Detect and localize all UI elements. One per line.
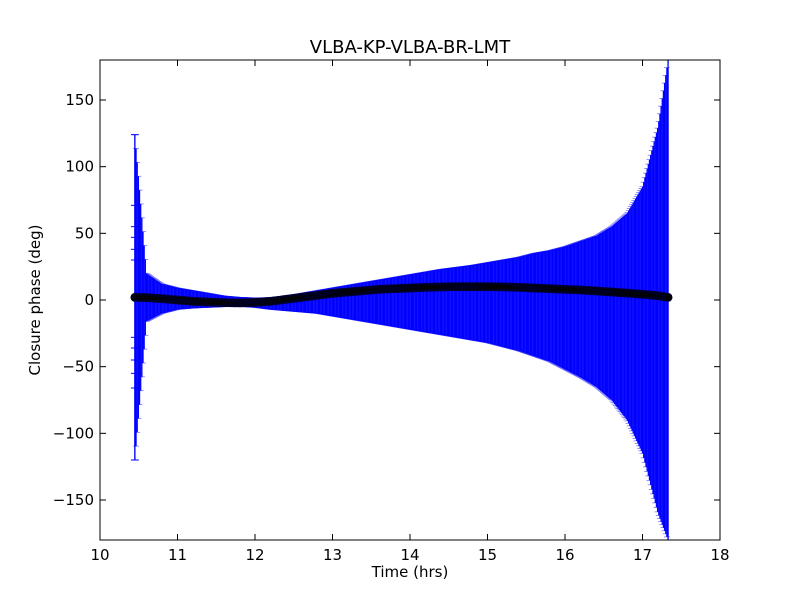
x-tick-label: 18: [710, 546, 729, 564]
y-axis-label: Closure phase (deg): [26, 225, 44, 376]
y-tick-label: −150: [53, 491, 94, 509]
y-tick-label: 0: [84, 291, 94, 309]
x-axis-label: Time (hrs): [371, 563, 449, 581]
x-tick-label: 17: [633, 546, 652, 564]
x-tick-label: 15: [478, 546, 497, 564]
y-tick-label: 50: [75, 224, 94, 242]
y-tick-label: −50: [62, 358, 94, 376]
y-axis-ticks: 150 100 50 0 −50 −100 −150: [53, 91, 720, 509]
y-tick-label: 100: [65, 158, 94, 176]
x-tick-label: 11: [168, 546, 187, 564]
x-axis-ticks: 10 11 12 13 14 15 16 17 18: [90, 60, 730, 564]
x-tick-label: 14: [400, 546, 419, 564]
chart-title: VLBA-KP-VLBA-BR-LMT: [310, 37, 511, 58]
x-tick-label: 12: [245, 546, 264, 564]
x-tick-label: 13: [323, 546, 342, 564]
data-markers: [130, 282, 673, 308]
x-tick-label: 10: [90, 546, 109, 564]
y-tick-label: 150: [65, 91, 94, 109]
x-tick-label: 16: [555, 546, 574, 564]
y-tick-label: −100: [53, 424, 94, 442]
data-point: [663, 292, 673, 302]
